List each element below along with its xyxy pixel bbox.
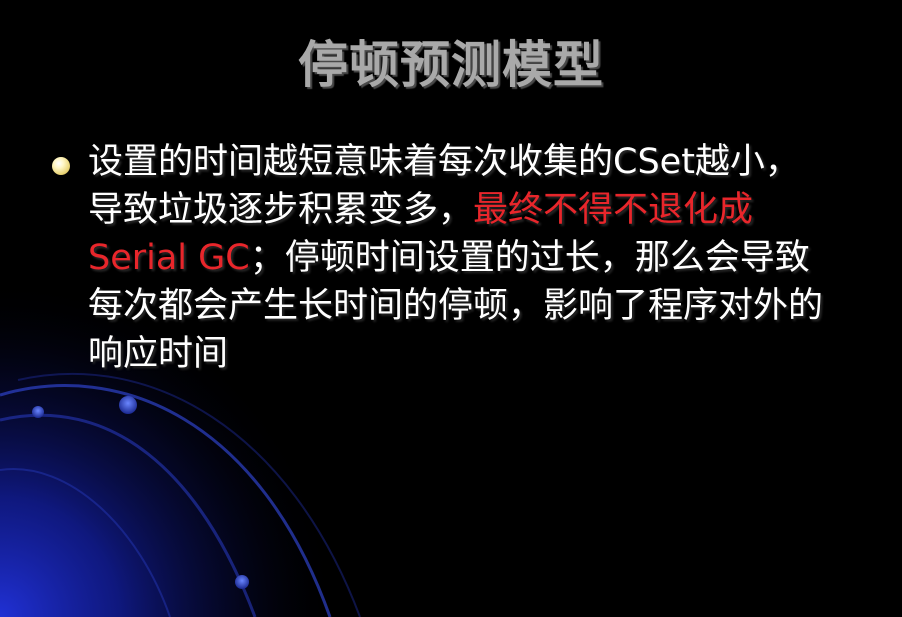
bullet-text: 设置的时间越短意味着每次收集的CSet越小，导致垃圾逐步积累变多，最终不得不退化… (88, 138, 828, 378)
decor-dot-1 (32, 406, 44, 418)
bullet-text-part2: ；停顿时间设置的过长，那么会导致每次都会产生长时间的停顿，影响了程序对外的响应时… (88, 238, 824, 374)
decor-dot-3 (235, 575, 249, 589)
decor-dot-2 (119, 396, 137, 414)
bullet-text-part1: 设置的时间越短意味着每次收集的CSet越小，导致垃圾逐步积累变多， (88, 142, 800, 230)
bullet-dot-icon (52, 157, 70, 175)
bullet-text-highlight: 最终不得不退化成Serial GC (88, 190, 754, 278)
slide-title: 停顿预测模型 (298, 36, 604, 94)
